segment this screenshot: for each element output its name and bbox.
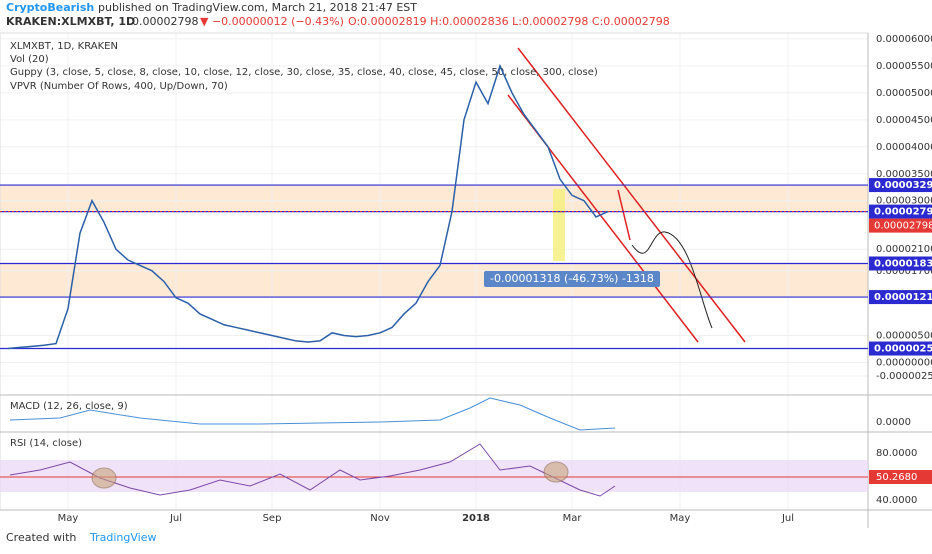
last-price-box [869,218,932,233]
rsi-tick: 40.0000 [876,495,917,506]
x-tick-label: 2018 [462,513,490,524]
level-label: 0.00000259 [874,344,932,355]
rsi-line [9,443,616,497]
trend-line [517,47,746,343]
annotation-box [484,271,660,287]
legend-line: Guppy (3, close, 5, close, 8, close, 10,… [10,67,598,78]
level-label-box [869,256,932,271]
rsi-current: 50.2680 [876,472,917,483]
level-label-box [869,204,932,219]
x-tick-label: Jul [169,513,182,524]
zone [0,263,868,298]
measure [553,189,565,261]
y-tick-label: 0.00003500 [876,169,932,180]
highlight [91,467,117,489]
level-label-box [869,290,932,305]
x-tick-label: Nov [370,513,390,524]
change: ▼ −0.00000012 (−0.43%) [200,15,344,28]
annotation: -0.00001318 (-46.73%) -1318 [490,272,654,285]
y-tick-label: 0.00000500 [876,331,932,342]
author[interactable]: CryptoBearish [6,1,94,14]
last: 0.00002798 [132,15,198,28]
legend-line: Vol (20) [10,54,49,65]
level-label: 0.00001836 [874,258,932,269]
level-label-box [869,341,932,356]
ohlc: O:0.00002819 H:0.00002836 L:0.00002798 C… [348,15,670,28]
macd-line [9,397,616,431]
highlight [543,461,569,483]
rsi-title: RSI (14, close) [10,438,82,449]
y-tick-label: 0.00004500 [876,115,932,126]
y-tick-label: 0.00000000 [876,357,932,368]
footer-brand[interactable]: TradingView [89,531,156,544]
symbol: KRAKEN:XLMXBT, 1D [6,15,135,28]
macd-title: MACD (12, 26, close, 9) [10,401,128,412]
x-tick-label: Sep [263,513,282,524]
last-price-label: 0.00002798 [874,221,932,232]
rsi-current-box [869,470,932,484]
x-tick-label: May [670,513,691,524]
level-label: 0.00002798 [874,207,932,218]
y-tick-label: 0.00006000 [876,34,932,45]
level-label-box [869,178,932,193]
legend-line: VPVR (Number Of Rows, 400, Up/Down, 70) [10,81,228,92]
panes: -0.00001318 (-46.73%) -1318 [0,32,932,528]
y-tick-label: 0.00003000 [876,196,932,207]
x-tick-label: Mar [563,513,583,524]
rsi-band [0,460,868,492]
y-tick-label: 0.00005500 [876,61,932,72]
level-label: 0.00001213 [874,292,932,303]
macd-tick: 0.0000 [876,417,911,428]
x-tick-label: May [58,513,79,524]
price-line [7,63,609,350]
arrow [617,189,631,241]
legend-line: XLMXBT, 1D, KRAKEN [10,41,118,52]
x-tick-label: Jul [781,513,794,524]
y-tick-label: 0.00001700 [876,266,932,277]
y-tick-label: 0.00004000 [876,142,932,153]
y-tick-label: 0.00002100 [876,244,932,255]
rsi-tick: 80.0000 [876,448,917,459]
published: published on TradingView.com, March 21, … [98,1,417,14]
y-tick-label: 0.00005000 [876,88,932,99]
zone [0,185,868,212]
footer-created: Created with [6,531,76,544]
